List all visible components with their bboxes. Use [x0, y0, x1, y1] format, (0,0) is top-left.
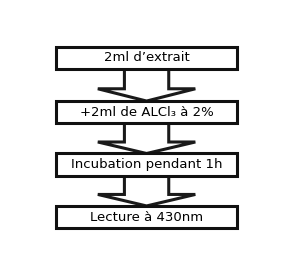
FancyBboxPatch shape [56, 47, 237, 69]
Text: +2ml de ALCl₃ à 2%: +2ml de ALCl₃ à 2% [80, 106, 213, 119]
FancyBboxPatch shape [56, 101, 237, 123]
Polygon shape [98, 123, 195, 154]
Text: 2ml d’extrait: 2ml d’extrait [104, 51, 189, 64]
FancyBboxPatch shape [56, 154, 237, 176]
Polygon shape [98, 176, 195, 206]
Text: Lecture à 430nm: Lecture à 430nm [90, 211, 203, 223]
FancyBboxPatch shape [56, 206, 237, 228]
Text: Incubation pendant 1h: Incubation pendant 1h [71, 158, 222, 171]
Polygon shape [98, 69, 195, 101]
